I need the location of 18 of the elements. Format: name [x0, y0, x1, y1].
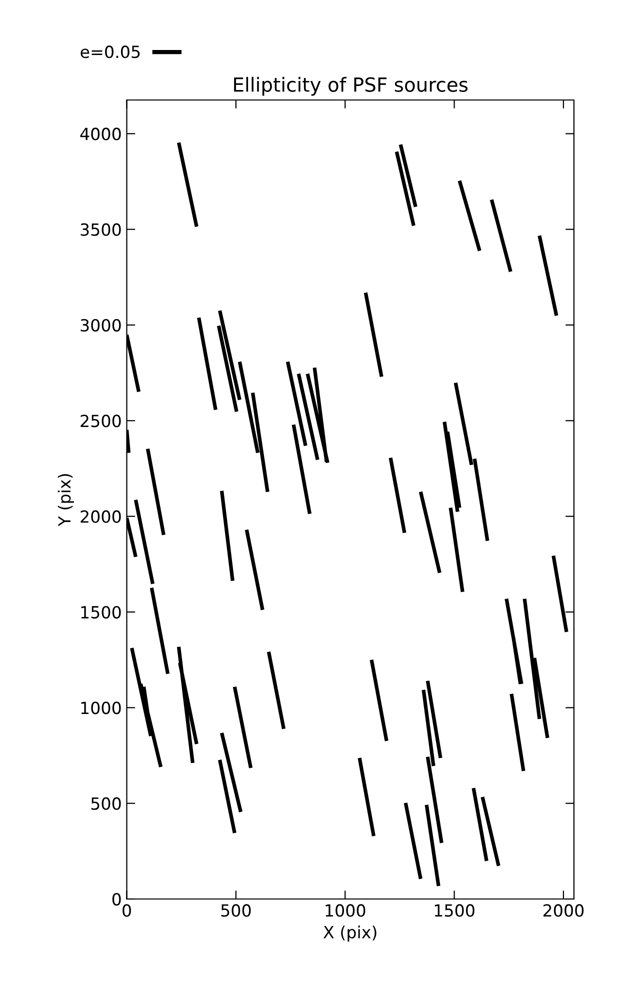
y-tick-label: 4000 [80, 128, 121, 140]
y-tick-label: 500 [91, 797, 121, 810]
y-tick-label: 0 [112, 892, 121, 906]
y-tick-label: 3500 [80, 223, 121, 236]
x-tick-label: 500 [221, 904, 251, 917]
y-tick-label: 2500 [80, 414, 121, 428]
x-tick-label: 0 [122, 904, 131, 917]
y-tick-label: 1500 [81, 606, 121, 619]
x-axis-title: X (pix) [323, 926, 376, 942]
x-tick-label: 2000 [543, 904, 584, 917]
y-tick-label: 2000 [80, 510, 121, 523]
legend-label: e=0.05 [80, 46, 140, 58]
x-tick-label: 1000 [326, 904, 366, 917]
chart-title: Ellipticity of PSF sources [234, 76, 468, 96]
y-tick-label: 1000 [81, 702, 121, 714]
y-axis-title: Y (pix) [58, 474, 74, 526]
x-tick-label: 1500 [434, 904, 474, 917]
y-tick-label: 3000 [80, 318, 121, 332]
